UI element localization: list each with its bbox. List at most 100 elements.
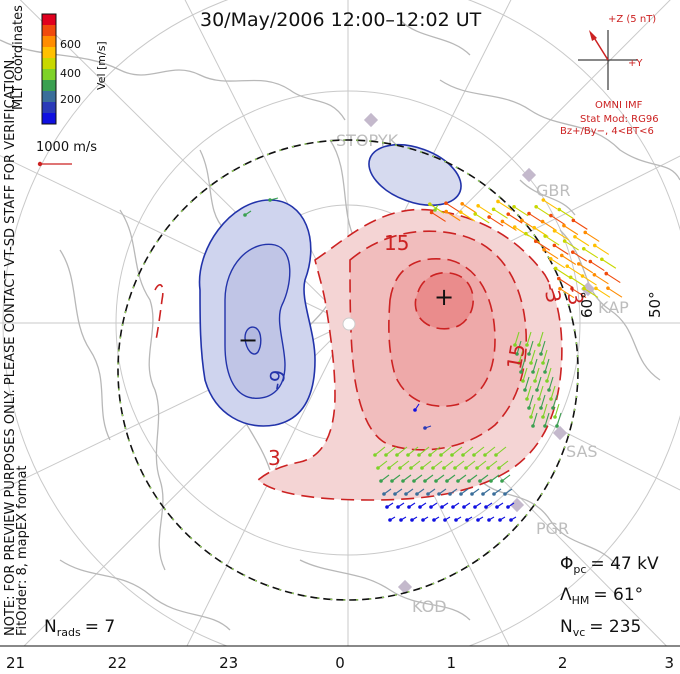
velocity-vector-origin — [549, 213, 553, 218]
velocity-vector-origin — [418, 505, 422, 509]
velocity-vector — [550, 215, 566, 226]
velocity-vector-origin — [503, 492, 507, 496]
velocity-vector-origin — [373, 453, 377, 457]
velocity-vector — [550, 385, 556, 400]
velocity-vector-origin — [540, 219, 545, 224]
velocity-vector-origin — [487, 518, 491, 522]
velocity-vector — [558, 278, 574, 288]
velocity-vector-origin — [547, 388, 551, 392]
velocity-vector-origin — [459, 492, 463, 496]
velocity-vector-origin — [558, 286, 562, 291]
mlt-tick-label: 21 — [6, 654, 25, 672]
velocity-vector — [429, 203, 445, 214]
velocity-vector-origin — [580, 274, 585, 278]
velocity-vector-origin — [551, 406, 555, 410]
mlt-tick-label: 1 — [447, 654, 457, 672]
velocity-vector — [516, 340, 522, 355]
velocity-vector-origin — [472, 453, 476, 457]
colorbar-ticks: 600 400 200 — [60, 38, 81, 106]
velocity-vector-origin — [462, 505, 466, 509]
mlt-tick-label: 22 — [108, 654, 127, 672]
velocity-vector-origin — [434, 479, 438, 483]
contour-label: -3 — [539, 281, 566, 305]
velocity-vector-origin — [483, 453, 487, 457]
velocity-vector — [583, 287, 599, 298]
velocity-vector — [385, 446, 397, 456]
velocity-vector — [556, 412, 562, 427]
velocity-vector-origin — [492, 492, 496, 496]
velocity-vector — [595, 287, 611, 298]
station-markers — [363, 112, 596, 595]
velocity-vector-origin — [465, 518, 469, 522]
velocity-vector — [495, 446, 507, 456]
velocity-vector-origin — [553, 415, 557, 419]
velocity-vector-origin — [576, 262, 581, 266]
velocity-vector — [554, 230, 569, 241]
colorbar-segment — [42, 80, 56, 92]
velocity-vector-origin — [399, 518, 403, 522]
latitude-label-50: 50° — [646, 291, 664, 318]
imf-source: OMNI IMF — [595, 100, 643, 111]
velocity-vector — [493, 208, 508, 219]
mlt-tick-label: 0 — [335, 654, 345, 672]
velocity-vector-origin — [570, 286, 574, 291]
contour-label: -3 — [561, 283, 588, 307]
velocity-vector-origin — [594, 286, 598, 291]
velocity-vector — [465, 460, 476, 469]
velocity-vector — [476, 460, 487, 469]
velocity-vector-origin — [525, 343, 529, 347]
mlt-coordinates-label: MLT coordinates — [11, 5, 26, 110]
velocity-vector-origin — [379, 479, 383, 483]
velocity-vector — [542, 349, 548, 364]
potential-min-marker: − — [238, 326, 258, 354]
velocity-vector-origin — [407, 505, 411, 509]
velocity-vector — [544, 235, 560, 246]
velocity-vector — [524, 376, 530, 391]
velocity-vector-origin — [496, 199, 500, 204]
velocity-vector-origin — [529, 361, 533, 365]
velocity-vector — [582, 275, 597, 286]
velocity-vector-origin — [437, 492, 441, 496]
velocity-vector-origin — [478, 479, 482, 483]
lambda-hm-stat: ΛHM = 61° — [560, 585, 643, 607]
velocity-vector-origin — [444, 201, 448, 206]
fit-order-label: FitOrder: 8, mapEX format — [15, 465, 30, 636]
velocity-vector — [572, 251, 588, 262]
velocity-vector-origin — [464, 466, 468, 470]
velocity-vector-origin — [439, 453, 443, 457]
velocity-vector — [445, 211, 461, 222]
station-label: KOD — [412, 597, 447, 616]
velocity-vector — [540, 394, 546, 409]
velocity-vector — [563, 225, 579, 236]
velocity-vector-origin — [521, 379, 525, 383]
velocity-vector — [431, 211, 446, 222]
velocity-vector-origin — [384, 453, 388, 457]
imf-y-label: +Y — [628, 58, 643, 69]
velocity-vector — [554, 403, 560, 418]
velocity-vector-origin — [454, 518, 458, 522]
velocity-vector-origin — [473, 212, 478, 216]
velocity-vector — [502, 221, 517, 231]
velocity-vector — [418, 446, 430, 456]
contour-labels: -9 — [263, 368, 290, 392]
velocity-vector-origin — [545, 379, 549, 383]
velocity-vector — [528, 213, 544, 224]
velocity-vector-origin — [426, 492, 430, 496]
velocity-vector — [594, 274, 609, 285]
velocity-vector-origin — [421, 518, 425, 522]
velocity-vector — [538, 385, 544, 400]
negative-potential-cell — [198, 143, 462, 427]
velocity-vector-origin — [588, 259, 593, 264]
velocity-vector-origin — [495, 505, 499, 509]
velocity-vector — [396, 446, 408, 456]
imf-clock — [578, 30, 638, 90]
velocity-vector-origin — [539, 352, 543, 356]
station-label: STOPYK — [336, 131, 399, 150]
velocity-vector — [578, 263, 594, 274]
velocity-vector-origin — [593, 243, 597, 248]
nrads-stat: Nrads = 7 — [44, 617, 115, 639]
velocity-vector-origin — [410, 518, 414, 522]
velocity-vector — [461, 203, 477, 214]
velocity-vector-origin — [515, 352, 519, 356]
mlt-tick-label: 3 — [664, 654, 674, 672]
